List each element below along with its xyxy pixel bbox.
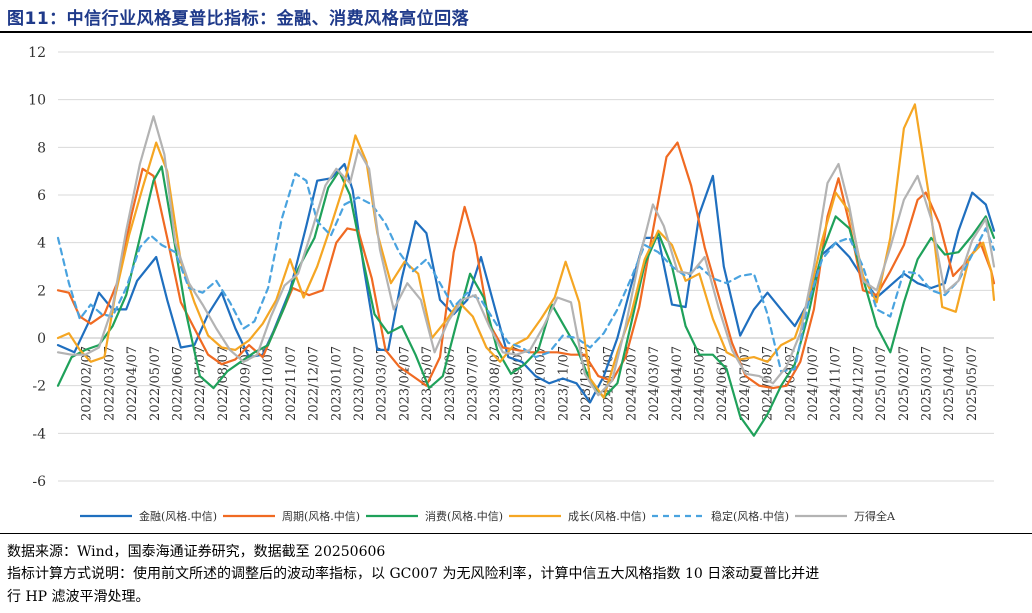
source-note: 数据来源：Wind，国泰海通证券研究，数据截至 20250606 bbox=[7, 544, 386, 560]
x-tick-label: 2025/03/07 bbox=[919, 346, 934, 421]
x-tick-label: 2023/07/07 bbox=[466, 346, 481, 421]
x-tick-label: 2023/09/07 bbox=[511, 346, 526, 421]
x-tick-label: 2022/12/07 bbox=[307, 346, 322, 421]
x-tick-label: 2023/11/07 bbox=[556, 346, 571, 421]
legend-label: 万得全A bbox=[854, 509, 896, 523]
sharpe-ratio-line-chart: 12 10 8 6 4 2 0 -2 -4 -6 2022/02/07 2022/03/07 2022… bbox=[28, 45, 996, 523]
x-tick-label: 2022/08/07 bbox=[216, 346, 231, 421]
gridlines bbox=[58, 51, 994, 482]
x-tick-label: 2024/10/07 bbox=[806, 346, 821, 421]
x-tick-label: 2024/03/07 bbox=[647, 346, 662, 421]
x-tick-label: 2023/01/07 bbox=[329, 346, 344, 421]
y-tick-label: -6 bbox=[32, 474, 46, 490]
legend-label: 消费(风格.中信) bbox=[425, 509, 503, 523]
x-tick-label: 2025/02/07 bbox=[897, 346, 912, 421]
series-lines bbox=[56, 103, 996, 437]
x-tick-label: 2024/02/07 bbox=[624, 346, 639, 421]
series-line bbox=[56, 165, 996, 437]
x-tick-label: 2022/03/07 bbox=[102, 346, 117, 421]
x-tick-label: 2022/02/07 bbox=[80, 346, 95, 421]
x-tick-label: 2024/11/07 bbox=[829, 346, 844, 421]
x-tick-label: 2024/08/07 bbox=[761, 346, 776, 421]
x-tick-label: 2022/06/07 bbox=[170, 346, 185, 421]
x-tick-label: 2025/05/07 bbox=[965, 346, 980, 421]
x-tick-label: 2022/09/07 bbox=[239, 346, 254, 421]
legend-label: 金融(风格.中信) bbox=[139, 509, 217, 523]
method-note-line-1: 指标计算方式说明：使用前文所述的调整后的波动率指标，以 GC007 为无风险利率… bbox=[7, 566, 820, 582]
y-tick-label: 6 bbox=[37, 188, 46, 204]
y-tick-label: 8 bbox=[37, 140, 46, 156]
x-tick-label: 2024/04/07 bbox=[670, 346, 685, 421]
series-line bbox=[56, 162, 996, 404]
x-tick-label: 2022/10/07 bbox=[261, 346, 276, 421]
x-tick-label: 2024/05/07 bbox=[692, 346, 707, 421]
x-tick-label: 2024/12/07 bbox=[851, 346, 866, 421]
legend-label: 成长(风格.中信) bbox=[568, 509, 646, 523]
x-tick-label: 2023/08/07 bbox=[488, 346, 503, 421]
x-tick-label: 2024/06/07 bbox=[715, 346, 730, 421]
y-tick-label: 10 bbox=[28, 93, 46, 109]
method-note-line-2: 行 HP 滤波平滑处理。 bbox=[7, 589, 150, 605]
legend: 金融(风格.中信) 周期(风格.中信) 消费(风格.中信) 成长(风格.中信) 稳定(风… bbox=[80, 509, 896, 523]
x-tick-label: 2023/04/07 bbox=[397, 346, 412, 421]
x-tick-label: 2022/11/07 bbox=[284, 346, 299, 421]
title-underline bbox=[0, 31, 1032, 33]
x-tick-label: 2025/01/07 bbox=[874, 346, 889, 421]
footer-divider bbox=[0, 533, 1032, 534]
x-tick-label: 2025/04/07 bbox=[942, 346, 957, 421]
y-tick-label: -2 bbox=[32, 379, 46, 395]
y-axis-tick-labels: 12 10 8 6 4 2 0 -2 -4 -6 bbox=[28, 45, 46, 490]
x-tick-label: 2023/02/07 bbox=[352, 346, 367, 421]
x-tick-label: 2023/06/07 bbox=[443, 346, 458, 421]
chart-title: 图11：中信行业风格夏普比指标：金融、消费风格高位回落 bbox=[7, 9, 470, 29]
y-tick-label: 4 bbox=[37, 236, 46, 252]
x-tick-label: 2023/03/07 bbox=[375, 346, 390, 421]
y-tick-label: 0 bbox=[37, 331, 46, 347]
x-tick-label: 2022/05/07 bbox=[148, 346, 163, 421]
x-tick-label: 2022/04/07 bbox=[125, 346, 140, 421]
x-tick-label: 2023/10/07 bbox=[534, 346, 549, 421]
legend-label: 稳定(风格.中信) bbox=[711, 509, 789, 523]
y-tick-label: 12 bbox=[28, 45, 46, 61]
legend-label: 周期(风格.中信) bbox=[282, 509, 360, 523]
series-line bbox=[56, 115, 996, 397]
y-tick-label: 2 bbox=[37, 283, 46, 299]
y-tick-label: -4 bbox=[32, 426, 46, 442]
series-line bbox=[56, 172, 996, 373]
